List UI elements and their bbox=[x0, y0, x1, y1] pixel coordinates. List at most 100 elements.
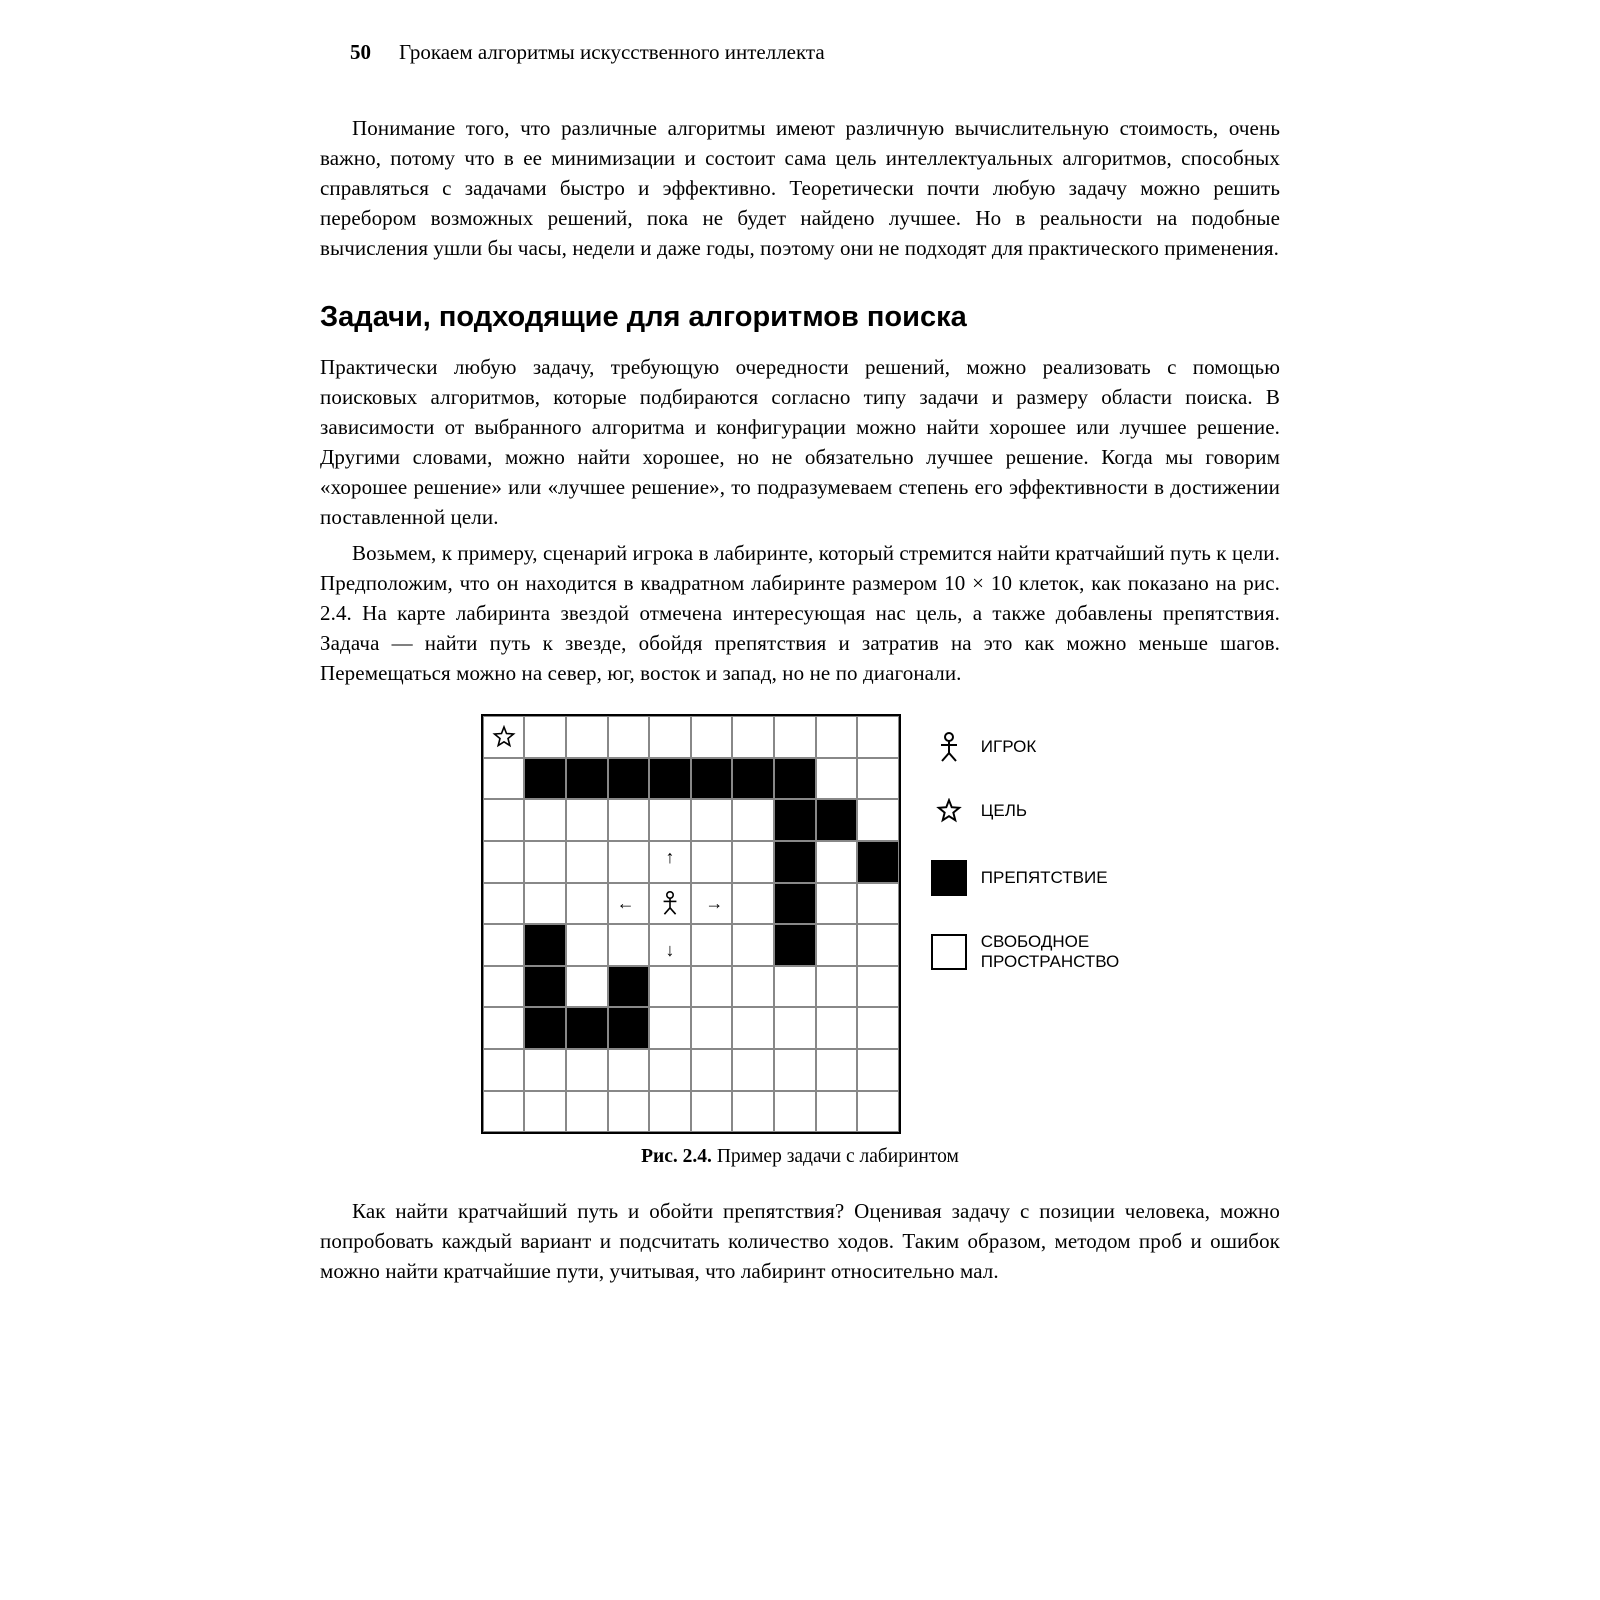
figure-caption-number: Рис. 2.4. bbox=[641, 1146, 712, 1167]
maze-cell bbox=[524, 799, 566, 841]
legend-row-player: ИГРОК bbox=[931, 732, 1119, 762]
maze-cell bbox=[566, 883, 608, 925]
maze-cell bbox=[732, 1049, 774, 1091]
maze-cell bbox=[566, 758, 608, 800]
figure-caption-text: Пример задачи с лабиринтом bbox=[712, 1146, 959, 1167]
maze-cell bbox=[649, 966, 691, 1008]
maze-cell bbox=[774, 799, 816, 841]
maze-cell bbox=[691, 716, 733, 758]
legend-label-obstacle: ПРЕПЯТСТВИЕ bbox=[981, 868, 1108, 888]
maze-cell bbox=[774, 841, 816, 883]
maze-cell bbox=[732, 758, 774, 800]
maze-cell bbox=[649, 1007, 691, 1049]
maze-cell bbox=[857, 841, 899, 883]
maze-cell bbox=[691, 758, 733, 800]
maze-cell bbox=[566, 924, 608, 966]
running-title: Грокаем алгоритмы искусственного интелле… bbox=[399, 40, 825, 65]
page-header: 50 Грокаем алгоритмы искусственного инте… bbox=[320, 40, 1280, 65]
maze-cell bbox=[774, 966, 816, 1008]
maze-cell bbox=[566, 841, 608, 883]
maze-cell bbox=[483, 966, 525, 1008]
maze-cell bbox=[649, 841, 691, 883]
maze-cell bbox=[608, 799, 650, 841]
maze-cell bbox=[483, 716, 525, 758]
maze-cell bbox=[691, 799, 733, 841]
legend-label-player: ИГРОК bbox=[981, 737, 1037, 757]
maze-cell bbox=[774, 1091, 816, 1133]
maze-grid-container: ↑↓←→ bbox=[481, 714, 901, 1134]
maze-cell bbox=[649, 716, 691, 758]
maze-cell bbox=[566, 799, 608, 841]
maze-cell bbox=[691, 924, 733, 966]
obstacle-icon bbox=[931, 860, 967, 896]
figure-2-4: ↑↓←→ ИГРОК bbox=[320, 714, 1280, 1134]
maze-cell bbox=[774, 1049, 816, 1091]
maze-cell bbox=[816, 1049, 858, 1091]
maze-cell bbox=[566, 1049, 608, 1091]
maze-cell bbox=[524, 1091, 566, 1133]
maze-cell bbox=[608, 966, 650, 1008]
maze-cell: ↑↓←→ bbox=[649, 883, 691, 925]
maze-cell bbox=[774, 924, 816, 966]
maze-cell bbox=[732, 799, 774, 841]
maze-cell bbox=[483, 841, 525, 883]
maze-cell bbox=[816, 1007, 858, 1049]
maze-cell bbox=[608, 924, 650, 966]
maze-cell bbox=[691, 883, 733, 925]
maze-cell bbox=[857, 883, 899, 925]
maze-cell bbox=[524, 924, 566, 966]
figure-caption: Рис. 2.4. Пример задачи с лабиринтом bbox=[320, 1146, 1280, 1168]
maze-cell bbox=[774, 883, 816, 925]
maze-cell bbox=[524, 841, 566, 883]
maze-cell bbox=[483, 924, 525, 966]
free-space-icon bbox=[931, 934, 967, 970]
maze-cell bbox=[816, 841, 858, 883]
maze-cell bbox=[774, 758, 816, 800]
maze-cell bbox=[483, 758, 525, 800]
maze-cell bbox=[691, 841, 733, 883]
paragraph-3: Возьмем, к примеру, сценарий игрока в ла… bbox=[320, 538, 1280, 688]
maze-cell bbox=[774, 1007, 816, 1049]
maze-cell bbox=[857, 758, 899, 800]
page-container: 50 Грокаем алгоритмы искусственного инте… bbox=[260, 40, 1340, 1286]
player-icon bbox=[661, 891, 679, 915]
player-icon bbox=[931, 732, 967, 762]
maze-cell bbox=[649, 758, 691, 800]
maze-cell bbox=[857, 1049, 899, 1091]
maze-cell bbox=[524, 758, 566, 800]
maze-cell bbox=[483, 799, 525, 841]
maze-grid: ↑↓←→ bbox=[483, 716, 899, 1132]
maze-cell bbox=[649, 1091, 691, 1133]
maze-cell bbox=[483, 883, 525, 925]
maze-cell bbox=[691, 966, 733, 1008]
maze-cell bbox=[732, 1007, 774, 1049]
maze-cell bbox=[816, 1091, 858, 1133]
maze-cell bbox=[816, 883, 858, 925]
maze-cell bbox=[857, 924, 899, 966]
paragraph-1: Понимание того, что различные алгоритмы … bbox=[320, 113, 1280, 263]
maze-cell bbox=[857, 799, 899, 841]
maze-cell bbox=[649, 1049, 691, 1091]
maze-cell bbox=[816, 799, 858, 841]
maze-cell bbox=[608, 1049, 650, 1091]
maze-cell bbox=[816, 716, 858, 758]
maze-cell bbox=[608, 1007, 650, 1049]
maze-cell bbox=[524, 1049, 566, 1091]
maze-cell bbox=[649, 924, 691, 966]
maze-cell bbox=[649, 799, 691, 841]
paragraph-4: Как найти кратчайший путь и обойти препя… bbox=[320, 1196, 1280, 1286]
section-heading: Задачи, подходящие для алгоритмов поиска bbox=[320, 301, 1280, 334]
maze-cell bbox=[483, 1007, 525, 1049]
star-icon bbox=[931, 798, 967, 824]
legend-label-free: СВОБОДНОЕ ПРОСТРАНСТВО bbox=[981, 932, 1119, 972]
maze-cell bbox=[857, 1091, 899, 1133]
maze-cell bbox=[816, 758, 858, 800]
maze-cell bbox=[732, 841, 774, 883]
maze-cell bbox=[566, 1091, 608, 1133]
maze-cell bbox=[816, 924, 858, 966]
maze-cell bbox=[608, 841, 650, 883]
maze-cell bbox=[524, 883, 566, 925]
maze-cell bbox=[857, 716, 899, 758]
maze-cell bbox=[691, 1007, 733, 1049]
page-number: 50 bbox=[350, 40, 371, 65]
